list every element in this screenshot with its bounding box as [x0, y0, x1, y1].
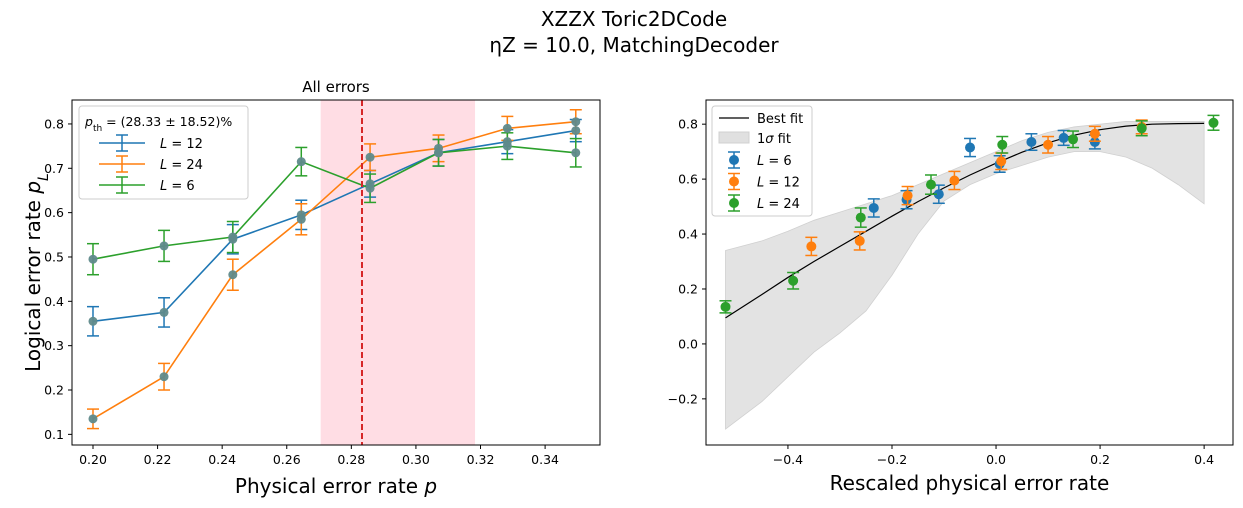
y-tick-label: 0.6 — [678, 172, 698, 187]
threshold-band — [320, 100, 476, 445]
panel-title: All errors — [302, 78, 370, 96]
figure-title: XZZX Toric2DCode — [541, 7, 727, 31]
legend-label: L = 6 — [160, 179, 195, 194]
y-tick-label: −0.2 — [668, 391, 698, 406]
legend-label: L = 6 — [757, 154, 792, 169]
left-chart: 0.20 0.22 0.24 0.26 0.28 0.30 0.32 0.34 0.1 0.2 0.… — [21, 78, 601, 498]
y-tick-label: 0.2 — [44, 383, 64, 398]
y-tick-label: 0.4 — [678, 227, 698, 242]
data-point — [228, 270, 238, 280]
x-tick-label: 0.20 — [79, 452, 107, 467]
y-tick-label: 0.8 — [44, 116, 64, 131]
data-point — [88, 414, 98, 424]
data-point — [434, 148, 444, 158]
legend-swatch — [729, 155, 739, 165]
plot-frame — [705, 99, 1234, 446]
data-point — [159, 241, 169, 251]
data-point — [1089, 137, 1100, 148]
y-tick-label: 0.0 — [678, 336, 698, 351]
data-point — [788, 275, 799, 286]
x-tick-label: 0.28 — [337, 452, 365, 467]
y-tick-label: 0.5 — [44, 249, 64, 264]
data-point — [855, 212, 866, 223]
data-point — [1136, 123, 1147, 134]
data-point — [228, 232, 238, 242]
data-point — [1208, 117, 1219, 128]
x-tick-label: 0.2 — [1090, 452, 1110, 467]
right-chart: −0.4 −0.2 0.0 0.2 0.4 −0.2 0.0 0.2 0.4 0.6 0.8 Resc… — [668, 99, 1234, 495]
data-point — [720, 301, 731, 312]
legend: Best fit 1σ fit L = 6 L = 12 L = 24 — [711, 105, 813, 217]
x-tick-label: 0.4 — [1194, 452, 1214, 467]
data-point — [159, 372, 169, 382]
data-point — [996, 156, 1007, 167]
fit-band — [725, 121, 1205, 430]
legend-swatch — [729, 198, 739, 208]
data-point — [902, 190, 913, 201]
x-tick-label: −0.4 — [773, 452, 803, 467]
x-tick-label: 0.32 — [467, 452, 495, 467]
x-tick-label: 0.26 — [273, 452, 301, 467]
data-point — [1058, 132, 1069, 143]
x-axis-label: Physical error rate p — [235, 474, 437, 498]
legend-label: L = 12 — [757, 176, 800, 191]
data-point — [965, 142, 976, 153]
data-point — [933, 189, 944, 200]
x-tick-label: 0.22 — [144, 452, 172, 467]
plot-frame — [71, 99, 601, 446]
y-tick-label: 0.7 — [44, 161, 64, 176]
data-point — [926, 179, 937, 190]
data-point — [949, 175, 960, 186]
y-tick-label: 0.6 — [44, 205, 64, 220]
legend-label: L = 24 — [160, 158, 203, 173]
x-axis-label: Rescaled physical error rate — [830, 471, 1110, 495]
data-point — [806, 241, 817, 252]
series-line — [92, 145, 576, 260]
data-point — [88, 254, 98, 264]
x-tick-label: −0.2 — [877, 452, 907, 467]
data-point — [88, 316, 98, 326]
legend-label: L = 24 — [757, 197, 800, 212]
y-tick-label: 0.4 — [44, 294, 64, 309]
data-point — [365, 152, 375, 162]
data-point — [1026, 137, 1037, 148]
data-point — [1089, 128, 1100, 139]
legend-label: 1σ fit — [757, 132, 791, 147]
data-point — [502, 123, 512, 133]
series-line — [92, 129, 576, 323]
x-tick-label: 0.0 — [986, 452, 1006, 467]
data-point — [1043, 139, 1054, 150]
data-point — [502, 141, 512, 151]
data-point — [571, 148, 581, 158]
legend-swatch — [718, 131, 750, 144]
data-point — [868, 202, 879, 213]
legend-frame — [78, 105, 249, 200]
y-tick-label: 0.8 — [678, 117, 698, 132]
figure-subtitle: ηZ = 10.0, MatchingDecoder — [489, 33, 779, 57]
data-point — [296, 214, 306, 224]
data-point — [571, 126, 581, 136]
data-point — [159, 307, 169, 317]
fit-line — [725, 122, 1205, 319]
legend: pth = (28.33 ± 18.52)%L = 12L = 24L = 6 — [78, 105, 249, 200]
data-point — [296, 157, 306, 167]
x-tick-label: 0.30 — [402, 452, 430, 467]
legend-label: L = 12 — [160, 137, 203, 152]
y-tick-label: 0.1 — [44, 427, 64, 442]
y-tick-label: 0.3 — [44, 338, 64, 353]
x-tick-label: 0.24 — [208, 452, 236, 467]
legend-label: Best fit — [757, 112, 803, 127]
data-point — [1068, 134, 1079, 145]
legend-swatch — [729, 176, 739, 187]
data-point — [997, 139, 1008, 150]
series-line — [92, 120, 576, 420]
data-point — [365, 183, 375, 193]
data-point — [571, 117, 581, 127]
data-point — [854, 235, 865, 246]
x-tick-label: 0.34 — [531, 452, 559, 467]
y-tick-label: 0.2 — [678, 281, 698, 296]
